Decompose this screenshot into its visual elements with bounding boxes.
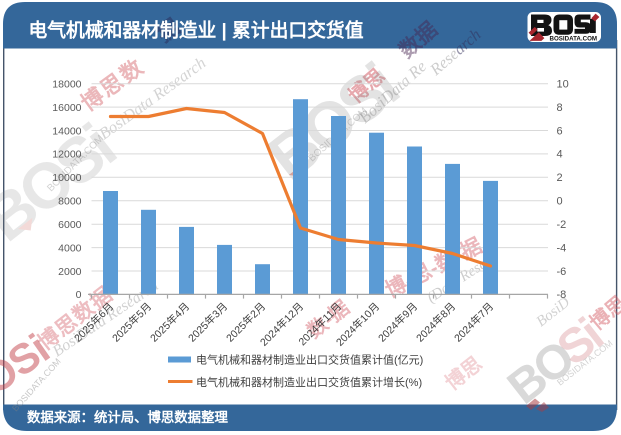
svg-text:6000: 6000 — [58, 219, 82, 231]
svg-text:2025年3月: 2025年3月 — [185, 300, 230, 345]
svg-text:电气机械和器材制造业出口交货值累计增长(%): 电气机械和器材制造业出口交货值累计增长(%) — [196, 375, 422, 389]
svg-text:-2: -2 — [557, 219, 567, 231]
svg-text:BOSIDATA.COM: BOSIDATA.COM — [550, 35, 598, 42]
svg-text:16000: 16000 — [52, 102, 81, 114]
svg-text:数据来源：统计局、博思数据整理: 数据来源：统计局、博思数据整理 — [27, 409, 228, 425]
svg-text:电气机械和器材制造业 | 累计出口交货值: 电气机械和器材制造业 | 累计出口交货值 — [29, 18, 364, 40]
svg-text:4: 4 — [557, 149, 563, 161]
svg-text:2025年4月: 2025年4月 — [147, 300, 192, 345]
svg-text:2024年9月: 2024年9月 — [375, 300, 420, 345]
svg-text:2: 2 — [557, 172, 563, 184]
svg-text:-8: -8 — [557, 289, 567, 301]
svg-text:10000: 10000 — [52, 172, 81, 184]
svg-text:14000: 14000 — [52, 125, 81, 137]
svg-text:4000: 4000 — [58, 242, 82, 254]
svg-text:8: 8 — [557, 102, 563, 114]
svg-text:2000: 2000 — [58, 266, 82, 278]
svg-text:0: 0 — [557, 196, 563, 208]
svg-text:-4: -4 — [557, 242, 567, 254]
svg-text:0: 0 — [76, 289, 82, 301]
svg-text:18000: 18000 — [52, 79, 81, 91]
svg-text:8000: 8000 — [58, 196, 82, 208]
svg-text:2024年7月: 2024年7月 — [451, 300, 496, 345]
svg-text:10: 10 — [557, 79, 569, 91]
svg-text:-6: -6 — [557, 266, 567, 278]
svg-text:6: 6 — [557, 125, 563, 137]
svg-text:博思: 博思 — [440, 351, 486, 395]
svg-text:2024年8月: 2024年8月 — [413, 300, 458, 345]
svg-text:电气机械和器材制造业出口交货值累计值(亿元): 电气机械和器材制造业出口交货值累计值(亿元) — [196, 353, 423, 367]
svg-text:12000: 12000 — [52, 149, 81, 161]
